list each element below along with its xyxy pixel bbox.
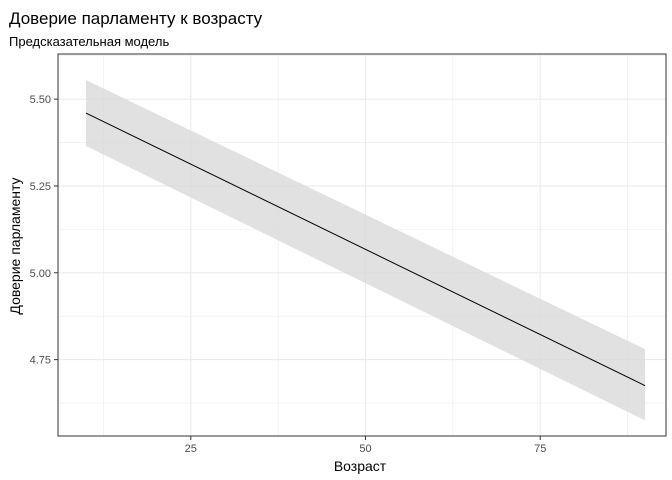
x-tick-label: 75: [534, 443, 546, 455]
minor-gridlines: [58, 54, 666, 436]
fit-line: [85, 112, 646, 387]
y-axis: 4.75 5.00 5.25 5.50: [30, 94, 58, 367]
x-tick-label: 50: [359, 443, 371, 455]
y-tick-label: 4.75: [30, 355, 51, 367]
x-tick-label: 25: [185, 443, 197, 455]
y-tick-label: 5.50: [30, 94, 51, 106]
confidence-ribbon: [85, 80, 646, 421]
x-axis-title: Возраст: [334, 458, 387, 474]
x-axis: 25 50 75: [185, 436, 546, 455]
y-tick-label: 5.25: [30, 181, 51, 193]
chart-title: Доверие парламенту к возрасту: [9, 9, 263, 28]
chart-subtitle: Предсказательная модель: [9, 34, 169, 49]
y-axis-title: Доверие парламенту: [7, 177, 23, 314]
panel-border: [57, 53, 667, 437]
y-tick-label: 5.00: [30, 268, 51, 280]
